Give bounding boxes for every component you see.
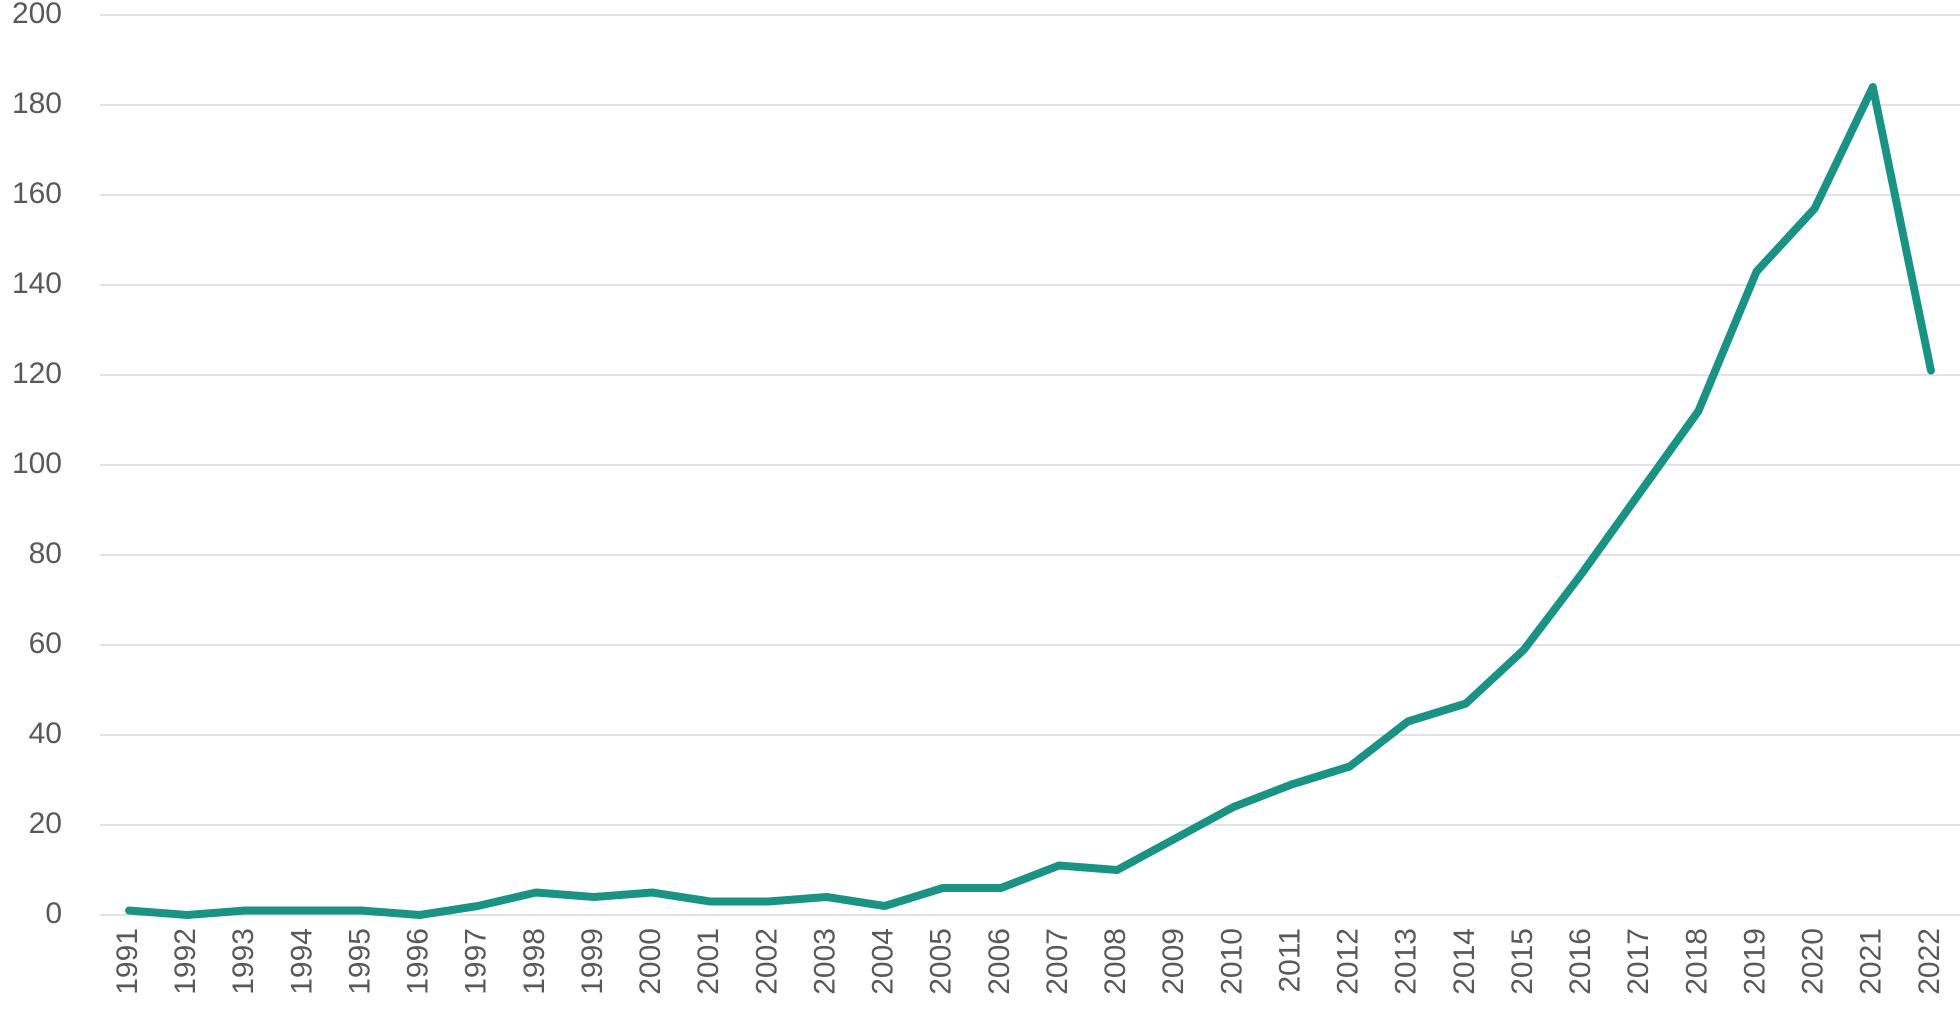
x-tick-label: 2013: [1390, 928, 1423, 995]
y-tick-label: 180: [12, 87, 62, 120]
x-tick-label: 2019: [1738, 928, 1771, 995]
x-tick-label: 2020: [1797, 928, 1830, 995]
x-tick-label: 2015: [1506, 928, 1539, 995]
y-tick-label: 20: [29, 807, 62, 840]
x-tick-label: 1998: [518, 928, 551, 995]
x-tick-label: 1991: [111, 928, 144, 995]
x-tick-label: 1999: [576, 928, 609, 995]
y-tick-label: 80: [29, 537, 62, 570]
x-tick-label: 2017: [1622, 928, 1655, 995]
x-tick-label: 2018: [1680, 928, 1713, 995]
y-tick-label: 200: [12, 0, 62, 30]
y-tick-label: 100: [12, 447, 62, 480]
y-tick-label: 60: [29, 627, 62, 660]
x-tick-label: 1995: [343, 928, 376, 995]
x-tick-label: 2022: [1913, 928, 1946, 995]
x-tick-label: 2012: [1332, 928, 1365, 995]
x-tick-label: 2009: [1157, 928, 1190, 995]
x-tick-label: 2001: [692, 928, 725, 995]
x-tick-label: 1994: [285, 928, 318, 995]
y-tick-label: 140: [12, 267, 62, 300]
x-tick-label: 2003: [808, 928, 841, 995]
x-tick-label: 1992: [169, 928, 202, 995]
x-tick-label: 1997: [460, 928, 493, 995]
y-tick-label: 40: [29, 717, 62, 750]
x-tick-label: 2004: [867, 928, 900, 995]
x-tick-label: 2006: [983, 928, 1016, 995]
x-tick-label: 1993: [227, 928, 260, 995]
x-tick-label: 2016: [1564, 928, 1597, 995]
x-tick-label: 2005: [925, 928, 958, 995]
x-tick-label: 2014: [1448, 928, 1481, 995]
x-tick-label: 2007: [1041, 928, 1074, 995]
data-line: [125, 83, 1935, 919]
x-tick-label: 2000: [634, 928, 667, 995]
y-tick-label: 120: [12, 357, 62, 390]
x-tick-label: 2010: [1215, 928, 1248, 995]
x-tick-label: 1996: [402, 928, 435, 995]
x-tick-label: 2002: [750, 928, 783, 995]
x-tick-label: 2008: [1099, 928, 1132, 995]
y-tick-label: 160: [12, 177, 62, 210]
x-tick-label: 2021: [1855, 928, 1888, 995]
y-tick-label: 0: [45, 897, 62, 930]
x-tick-label: 2011: [1273, 928, 1306, 993]
